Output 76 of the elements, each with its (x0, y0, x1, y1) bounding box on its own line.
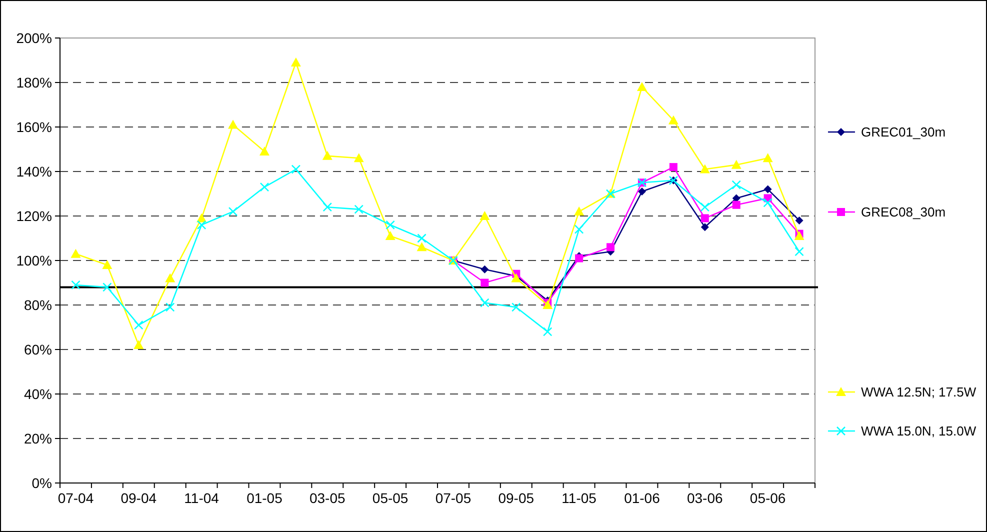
y-tick-label: 180% (16, 74, 52, 90)
point (102, 260, 112, 269)
point (134, 340, 144, 350)
point (574, 206, 584, 216)
x-tick-label: 07-04 (58, 490, 94, 506)
point (322, 202, 332, 212)
x-tick-label: 01-06 (624, 490, 660, 506)
x-tick-label: 03-06 (686, 490, 724, 506)
point (542, 327, 552, 336)
y-tick-label: 120% (16, 208, 52, 224)
point (322, 150, 332, 160)
point (416, 242, 427, 252)
x-tick-label: 11-05 (562, 490, 597, 506)
point (165, 273, 176, 282)
point (165, 302, 175, 312)
point (606, 243, 615, 252)
point (731, 160, 742, 169)
point (763, 198, 772, 208)
y-tick-label: 100% (16, 252, 52, 268)
point (700, 202, 710, 212)
point (291, 164, 301, 174)
point (290, 57, 301, 66)
point (732, 200, 740, 209)
point (700, 223, 709, 232)
point (480, 265, 489, 274)
point (668, 115, 678, 124)
point (71, 280, 80, 290)
point (385, 231, 396, 240)
point (732, 180, 742, 190)
x-tick-label: 01-05 (246, 490, 283, 506)
y-tick-label: 160% (16, 118, 52, 135)
x-tick-label: 05-06 (750, 490, 786, 506)
x-tick-label: 07-05 (435, 490, 472, 506)
x-tick-label: 09-04 (120, 490, 157, 506)
point (480, 211, 490, 220)
point (636, 82, 647, 91)
y-tick-label: 40% (24, 386, 52, 402)
x-tick-label: 03-05 (309, 490, 346, 506)
point (480, 298, 490, 308)
y-tick-label: 140% (16, 163, 52, 180)
legend-label: WWA 12.5N; 17.5W (861, 384, 977, 400)
point (795, 216, 804, 224)
point (260, 182, 270, 192)
point (259, 146, 270, 156)
point (669, 163, 678, 172)
point (794, 231, 804, 240)
x-tick-label: 05-05 (372, 490, 408, 506)
point (354, 204, 364, 214)
legend-label: GREC08_30m (861, 204, 946, 220)
y-tick-label: 80% (24, 296, 52, 313)
point (574, 224, 584, 234)
point (228, 120, 238, 129)
y-tick-label: 0% (32, 474, 52, 491)
point (134, 320, 144, 330)
point (102, 282, 112, 292)
point (228, 206, 238, 216)
point (480, 278, 489, 287)
x-tick-label: 09-05 (498, 490, 534, 506)
point (70, 248, 81, 258)
legend-label: WWA 15.0N, 15.0W (861, 424, 977, 439)
y-tick-label: 200% (16, 30, 52, 46)
point (386, 220, 395, 230)
point (764, 185, 772, 194)
point (762, 153, 773, 162)
point (417, 234, 426, 243)
legend-label: GREC01_30m (861, 124, 946, 140)
point (638, 188, 646, 196)
y-tick-label: 20% (24, 430, 52, 446)
y-tick-label: 60% (24, 341, 52, 358)
point (700, 164, 710, 174)
point (794, 246, 804, 256)
point (354, 153, 364, 162)
point (511, 302, 521, 312)
x-tick-label: 11-04 (184, 490, 220, 506)
point (700, 214, 709, 222)
point (196, 220, 206, 230)
